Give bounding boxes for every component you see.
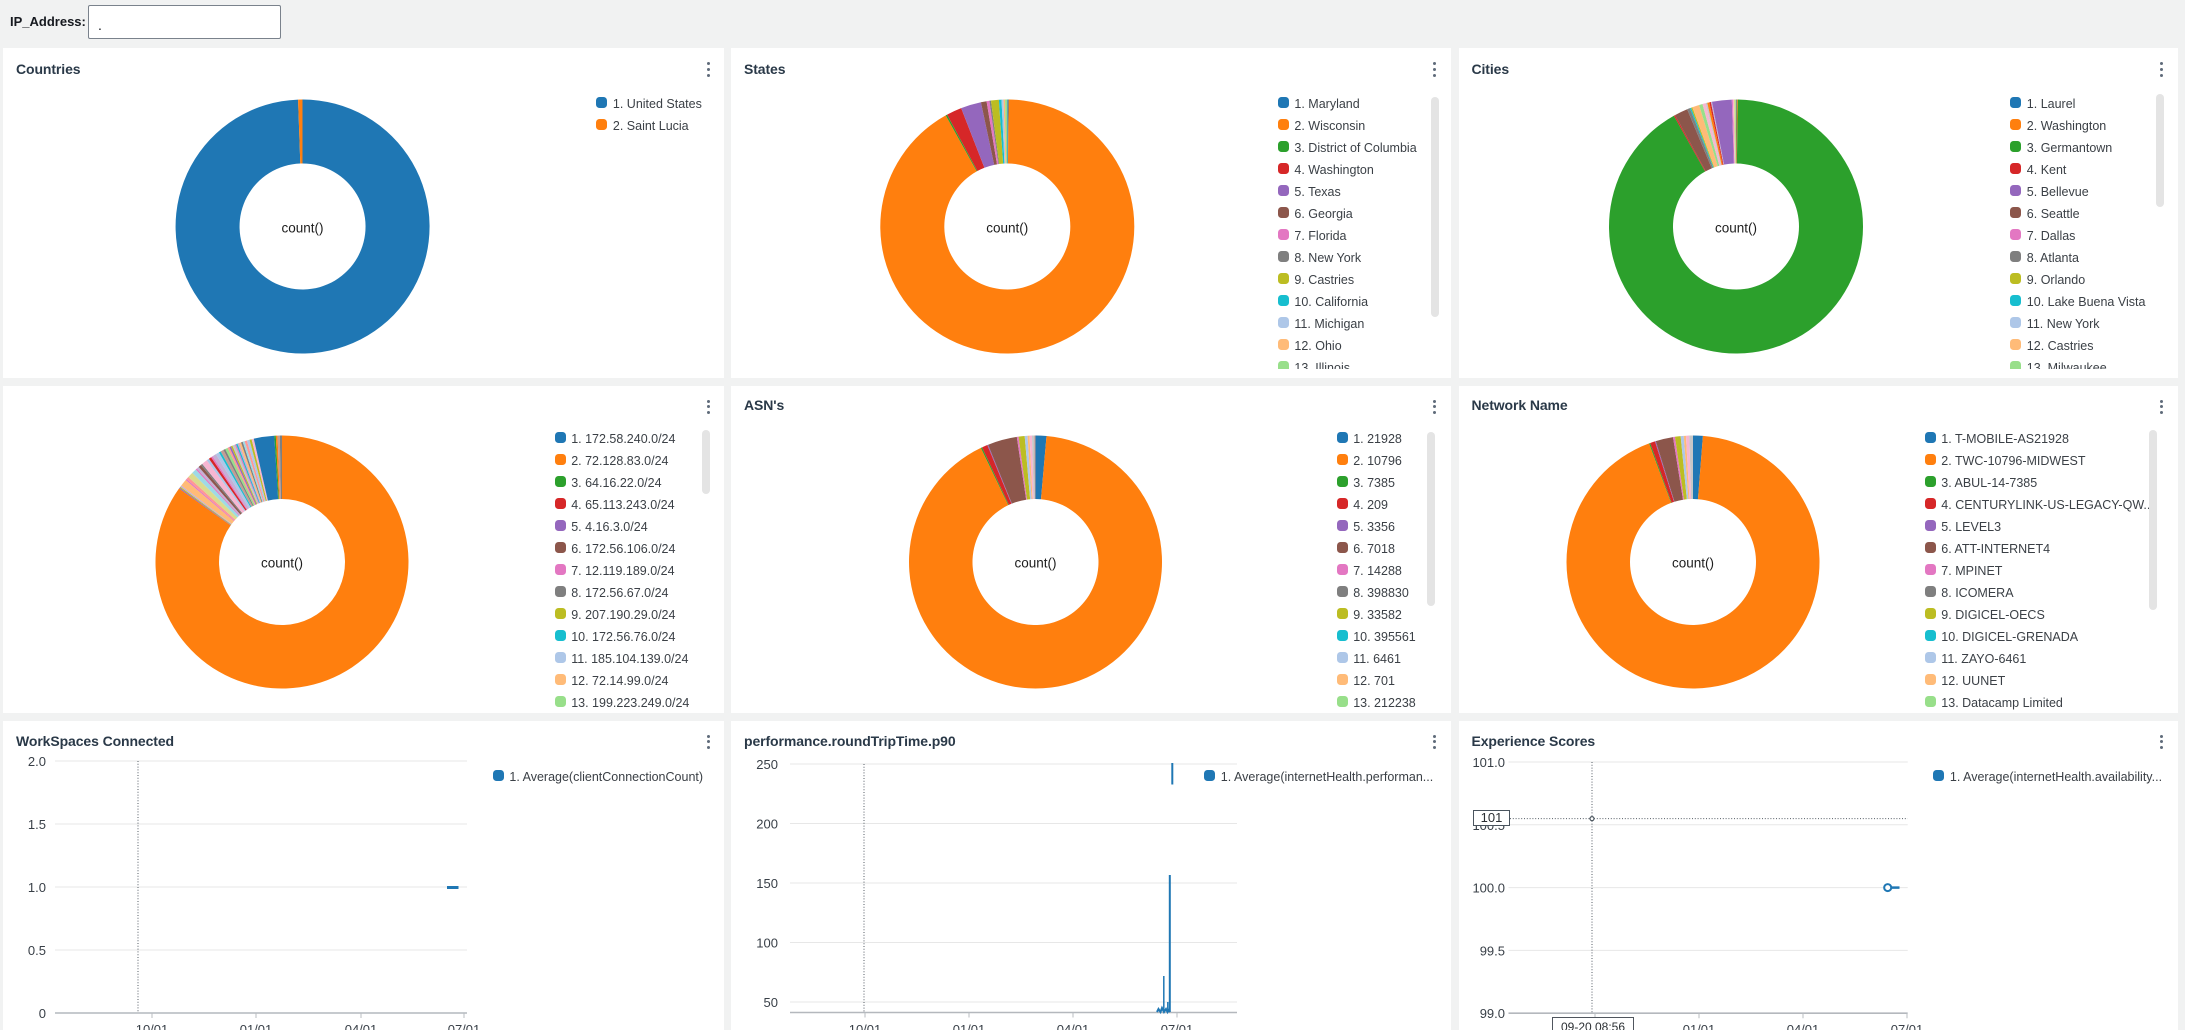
svg-text:200: 200 [756,817,778,832]
svg-text:0.5: 0.5 [28,943,46,958]
svg-text:0: 0 [39,1006,46,1021]
svg-text:1.5: 1.5 [28,817,46,832]
svg-text:07/01: 07/01 [1891,1022,1924,1030]
svg-text:100.0: 100.0 [1472,881,1505,896]
svg-text:10/01: 10/01 [136,1022,169,1030]
svg-text:04/01: 04/01 [345,1022,378,1030]
svg-text:07/01: 07/01 [1161,1022,1194,1030]
svg-text:10/01: 10/01 [849,1022,882,1030]
svg-text:99.5: 99.5 [1480,943,1505,958]
svg-text:101.0: 101.0 [1472,755,1505,770]
svg-text:04/01: 04/01 [1787,1022,1820,1030]
svg-text:99.0: 99.0 [1480,1006,1505,1021]
svg-text:2.0: 2.0 [28,754,46,769]
svg-text:150: 150 [756,876,778,891]
svg-text:01/01: 01/01 [240,1022,273,1030]
svg-text:01/01: 01/01 [1683,1022,1716,1030]
svg-text:07/01: 07/01 [448,1022,481,1030]
svg-text:250: 250 [756,757,778,772]
svg-text:50: 50 [764,995,778,1010]
svg-text:01/01: 01/01 [953,1022,986,1030]
svg-text:04/01: 04/01 [1057,1022,1090,1030]
svg-text:1.0: 1.0 [28,880,46,895]
svg-text:100: 100 [756,936,778,951]
